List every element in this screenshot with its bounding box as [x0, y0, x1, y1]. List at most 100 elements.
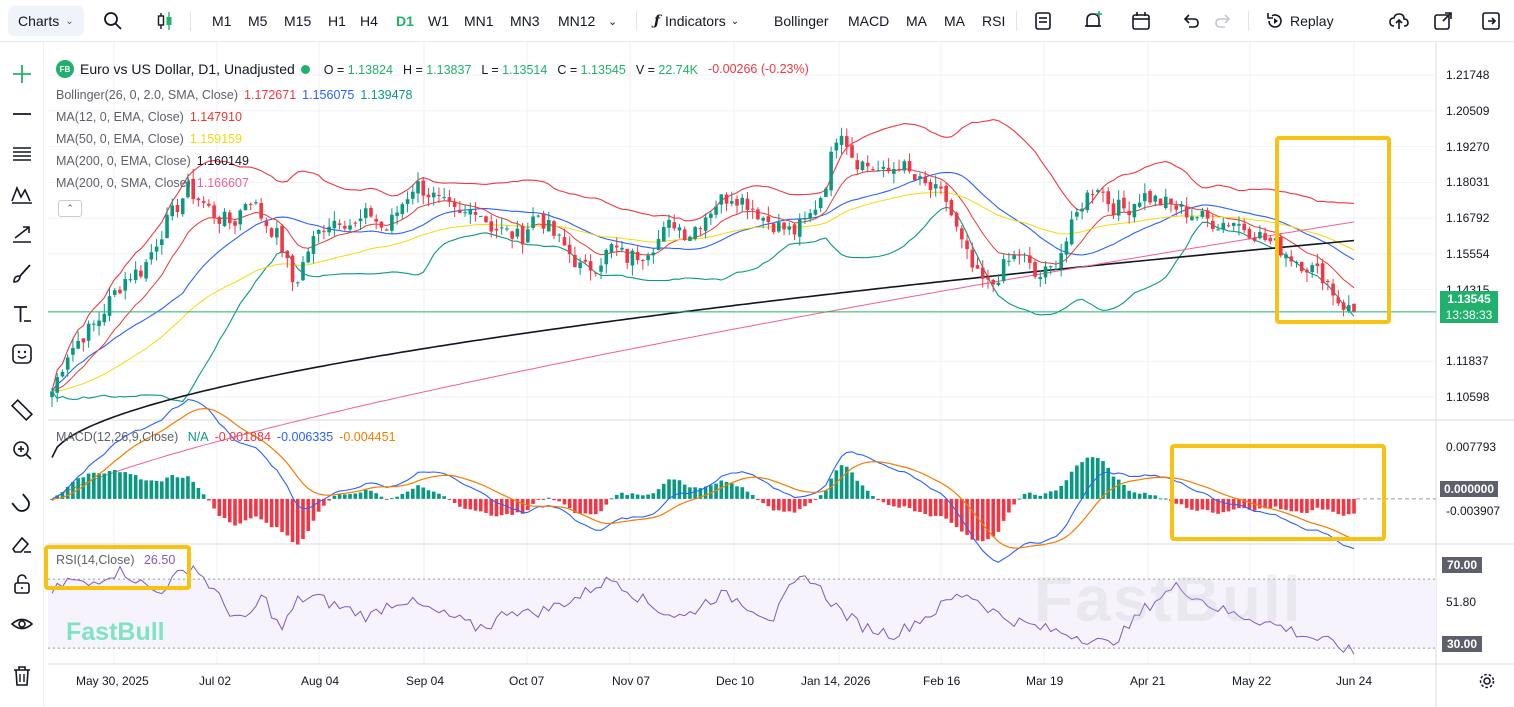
- candle-body: [81, 338, 86, 343]
- candle-body: [661, 226, 666, 242]
- zoom-in-tool[interactable]: [8, 436, 36, 464]
- alert-button[interactable]: [1082, 0, 1104, 42]
- macd-histogram-bar: [573, 498, 577, 513]
- macd-legend[interactable]: MACD(12,26,9,Close) N/A -0.001884 -0.00633…: [56, 430, 396, 444]
- timeframe-mn12[interactable]: MN12: [558, 13, 596, 29]
- delete-tool[interactable]: [8, 662, 36, 690]
- indicators-button[interactable]: ƒ Indicators ⌄: [654, 0, 739, 42]
- timeframe-d1[interactable]: D1: [396, 13, 414, 29]
- highlight-box-price: [1275, 136, 1391, 324]
- redo-button[interactable]: [1212, 0, 1234, 42]
- macd-value: -0.006335: [276, 430, 334, 444]
- exit-fullscreen-button[interactable]: [1480, 0, 1502, 42]
- quick-indicator-bollinger[interactable]: Bollinger: [774, 13, 829, 29]
- magnet-tool[interactable]: [8, 490, 36, 518]
- macd-histogram-bar: [384, 498, 389, 500]
- macd-histogram-bar: [97, 473, 101, 499]
- indicator-legend-row[interactable]: MA(50, 0, EMA, Close) 1.159159: [56, 132, 242, 146]
- timeframe-mn3[interactable]: MN3: [510, 13, 540, 29]
- symbol-badge: FB: [56, 60, 74, 78]
- candle-body: [839, 135, 844, 145]
- candle-body: [1163, 196, 1168, 209]
- line-tool[interactable]: [8, 100, 36, 128]
- text-icon: [14, 306, 31, 322]
- macd-histogram-bar: [1331, 498, 1335, 512]
- candle-body: [1101, 191, 1105, 193]
- indicator-legend-row[interactable]: MA(12, 0, EMA, Close) 1.147910: [56, 110, 242, 124]
- timeframe-m5[interactable]: M5: [248, 13, 268, 29]
- timeframe-h1[interactable]: H1: [328, 13, 346, 29]
- candle-body: [285, 250, 290, 259]
- rsi-pane: [51, 565, 1355, 655]
- brush-tool[interactable]: [8, 260, 36, 288]
- macd-histogram-bar: [118, 472, 122, 499]
- macd-histogram-bar: [834, 470, 839, 499]
- undo-button[interactable]: [1180, 0, 1202, 42]
- macd-histogram-bar: [374, 493, 378, 499]
- macd-histogram-bar: [92, 472, 96, 499]
- candle-body: [337, 223, 342, 226]
- indicator-legend-row[interactable]: MA(200, 0, EMA, Close) 1.160149: [56, 154, 249, 168]
- macd-histogram-bar: [452, 498, 457, 503]
- cloud-save-button[interactable]: [1388, 0, 1410, 42]
- crosshair-tool[interactable]: [8, 60, 36, 88]
- candle-body: [107, 296, 112, 316]
- macd-histogram-bar: [1085, 457, 1090, 499]
- settings-gear-icon[interactable]: [1478, 672, 1496, 690]
- fib-tool[interactable]: [8, 140, 36, 168]
- macd-histogram-bar: [363, 489, 368, 499]
- timeframe-more-chevron-icon[interactable]: ⌄: [608, 15, 618, 28]
- quick-indicator-ma[interactable]: MA: [944, 13, 965, 29]
- template-button[interactable]: [1032, 0, 1054, 42]
- indicator-legend-row[interactable]: Bollinger(26, 0, 2.0, SMA, Close) 1.17267…: [56, 88, 412, 102]
- candle-body: [693, 227, 697, 239]
- collapse-legend-button[interactable]: ⌃: [58, 200, 82, 217]
- macd-histogram-bar: [295, 498, 300, 545]
- macd-histogram-bar: [876, 498, 880, 501]
- macd-histogram-bar: [813, 498, 818, 500]
- text-tool[interactable]: [8, 300, 36, 328]
- candle-body: [112, 290, 117, 295]
- indicator-legend-row[interactable]: MA(200, 0, SMA, Close) 1.166607: [56, 176, 249, 190]
- pattern-tool[interactable]: [8, 180, 36, 208]
- macd-histogram-bar: [865, 490, 870, 499]
- calendar-button[interactable]: [1130, 0, 1152, 42]
- rsi-upper-tag: 70.00: [1442, 557, 1482, 573]
- timeframe-m1[interactable]: M1: [212, 13, 232, 29]
- eraser-tool[interactable]: [8, 530, 36, 558]
- timeframe-h4[interactable]: H4: [360, 13, 378, 29]
- macd-histogram-bar: [1095, 457, 1100, 499]
- macd-histogram-bar: [468, 498, 473, 510]
- chart-area[interactable]: FastBull FB Euro vs US Dollar, D1, Unadj…: [44, 42, 1514, 707]
- macd-histogram-bar: [264, 498, 269, 523]
- projection-tool[interactable]: [8, 220, 36, 248]
- rsi-legend[interactable]: RSI(14,Close) 26.50: [56, 553, 175, 567]
- symbol-title: Euro vs US Dollar, D1, Unadjusted: [80, 61, 295, 77]
- candle-body: [797, 219, 802, 237]
- quick-indicator-rsi[interactable]: RSI: [982, 13, 1006, 29]
- symbol-legend[interactable]: FB Euro vs US Dollar, D1, Unadjusted O =…: [56, 60, 819, 78]
- charts-menu-button[interactable]: Charts ⌄: [8, 6, 84, 36]
- chart-canvas[interactable]: [44, 42, 1514, 707]
- visibility-tool[interactable]: [8, 610, 36, 638]
- macd-histogram-bar: [886, 498, 891, 505]
- replay-button[interactable]: Replay: [1264, 0, 1334, 42]
- chart-type-button[interactable]: [154, 0, 176, 42]
- timeframe-mn1[interactable]: MN1: [464, 13, 494, 29]
- macd-histogram-bar: [907, 498, 912, 509]
- search-button[interactable]: [102, 0, 124, 42]
- macd-histogram-bar: [609, 498, 614, 500]
- ruler-tool[interactable]: [8, 396, 36, 424]
- timeframe-m15[interactable]: M15: [284, 13, 312, 29]
- lock-tool[interactable]: [8, 570, 36, 598]
- emoji-tool[interactable]: [8, 340, 36, 368]
- ohlc-value: 1.13545: [580, 63, 626, 77]
- rsi-line: [51, 565, 1355, 655]
- candle-body: [1069, 219, 1074, 245]
- timeframe-w1[interactable]: W1: [428, 13, 449, 29]
- quick-indicator-ma[interactable]: MA: [906, 13, 927, 29]
- macd-line: [51, 398, 1355, 563]
- share-button[interactable]: [1432, 0, 1454, 42]
- quick-indicator-macd[interactable]: MACD: [848, 13, 890, 29]
- candle-body: [557, 234, 562, 236]
